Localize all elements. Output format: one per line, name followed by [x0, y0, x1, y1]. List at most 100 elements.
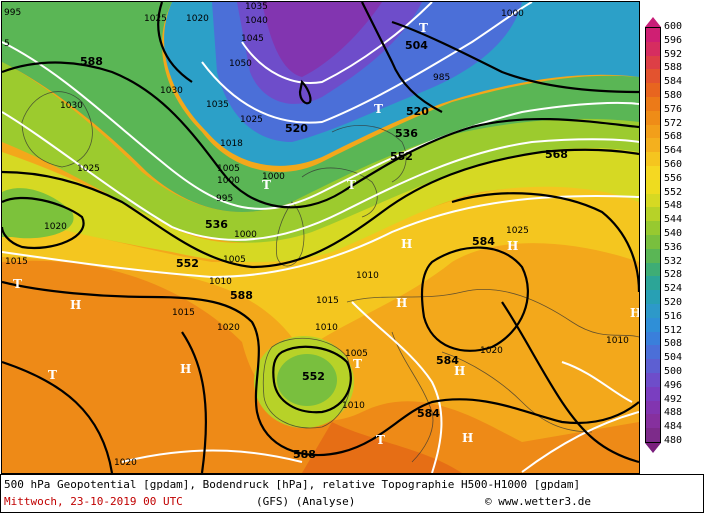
geopotential-label: 520	[406, 105, 429, 118]
legend-color-cell	[646, 124, 660, 139]
pressure-label: 1025	[144, 14, 167, 24]
legend-level-label: 560	[664, 159, 683, 170]
geopotential-label: 588	[230, 289, 253, 302]
legend-level-label: 536	[664, 241, 683, 253]
legend-color-cell	[646, 110, 660, 126]
legend-color-cell	[646, 304, 660, 319]
pressure-label: 995	[4, 8, 22, 18]
caption-description: 500 hPa Geopotential [gpdam], Bodendruck…	[4, 478, 581, 491]
pressure-label: 1010	[606, 336, 629, 346]
high-pressure-symbol: H	[507, 239, 519, 253]
pressure-label: 1010	[356, 271, 379, 281]
cutoff-low-core	[277, 354, 337, 406]
pressure-label: 1000	[501, 9, 524, 19]
low-pressure-symbol: T	[376, 433, 385, 447]
legend-color-cell	[646, 262, 660, 277]
legend-level-label: 524	[664, 283, 683, 295]
thickness-isolines	[2, 2, 639, 473]
low-pressure-symbol: T	[262, 178, 271, 192]
legend-color-cell	[646, 345, 660, 360]
legend-level-label: 500	[664, 366, 683, 377]
high-pressure-symbol: H	[401, 237, 413, 251]
pressure-label: 1005	[345, 349, 368, 359]
legend-color-cell	[646, 373, 660, 388]
legend-level-label: 512	[664, 324, 683, 336]
pressure-label: 1000	[217, 176, 240, 186]
legend-color-cell	[646, 138, 660, 153]
pressure-label: 1020	[44, 222, 67, 232]
pressure-label: 1020	[480, 346, 503, 356]
thickness-band-496	[262, 2, 382, 77]
thickness-band-544	[2, 62, 639, 243]
pressure-label: 1045	[241, 34, 264, 44]
geopotential-label: 584	[417, 407, 440, 420]
map-canvas	[2, 2, 639, 473]
legend-level-label: 504	[664, 352, 683, 364]
pressure-label: 1040	[245, 16, 268, 26]
legend-level-label: 496	[664, 379, 683, 391]
pressure-label: 1015	[316, 296, 339, 306]
coastlines	[21, 91, 639, 463]
geopotential-label: 584	[436, 354, 459, 367]
legend-color-cell	[646, 221, 660, 236]
pressure-label: 1020	[186, 14, 209, 24]
legend-level-label: 540	[664, 228, 683, 239]
legend-color-cell	[646, 83, 660, 98]
geopotential-label: 520	[285, 122, 308, 135]
pressure-label: 1020	[217, 323, 240, 333]
legend-color-cell	[646, 152, 660, 167]
thickness-band-580	[302, 422, 462, 473]
pressure-label: 1018	[220, 139, 243, 149]
geopotential-isolines	[2, 2, 639, 473]
legend-color-cell	[646, 317, 660, 333]
legend-level-label: 568	[664, 131, 683, 143]
geopotential-label: 536	[395, 127, 418, 140]
legend-color-cell	[646, 331, 660, 346]
legend-level-label: 508	[664, 338, 683, 350]
high-pressure-symbol: H	[454, 364, 466, 378]
thickness-band-576	[2, 260, 639, 473]
legend-level-label: 592	[664, 48, 683, 60]
pressure-label: 1000	[234, 230, 257, 240]
legend-level-label: 528	[664, 269, 683, 281]
legend-color-cell	[646, 235, 660, 250]
thickness-band-552	[2, 145, 639, 263]
pressure-label: 1030	[160, 86, 183, 96]
legend-level-label: 552	[664, 186, 683, 198]
high-pressure-symbol: H	[462, 431, 474, 445]
legend-level-label: 544	[664, 214, 683, 226]
geopotential-label: 552	[390, 150, 413, 163]
low-pressure-symbol: T	[347, 178, 356, 192]
thickness-legend	[645, 27, 661, 443]
high-pressure-symbol: H	[396, 296, 408, 310]
legend-color-cell	[646, 55, 660, 70]
pressure-label: 5	[4, 39, 10, 49]
legend-arrow-up-icon	[645, 17, 661, 27]
legend-level-label: 584	[664, 76, 683, 88]
legend-level-label: 488	[664, 407, 683, 419]
geopotential-label: 588	[80, 55, 103, 68]
thickness-band-536	[2, 2, 639, 212]
pressure-label: 1025	[77, 164, 100, 174]
pressure-label: 1030	[60, 101, 83, 111]
low-pressure-symbol: T	[374, 102, 383, 116]
pressure-label: 1005	[223, 255, 246, 265]
legend-color-cell	[646, 276, 660, 291]
caption-credit: © www.wetter3.de	[485, 495, 591, 508]
high-pressure-symbol: H	[180, 362, 192, 376]
pressure-label: 1025	[506, 226, 529, 236]
geopotential-label: 552	[302, 370, 325, 383]
high-pressure-symbol: H	[70, 298, 82, 312]
pressure-label: 1025	[240, 115, 263, 125]
legend-level-label: 548	[664, 200, 683, 212]
legend-level-label: 520	[664, 297, 683, 308]
legend-color-cell	[646, 28, 660, 43]
legend-color-cell	[646, 69, 660, 84]
legend-color-cell	[646, 193, 660, 208]
legend-arrow-down-icon	[645, 443, 661, 453]
low-pressure-symbol: T	[48, 368, 57, 382]
pressure-label: 1035	[245, 2, 268, 12]
pressure-label: 1015	[5, 257, 28, 267]
legend-color-cell	[646, 414, 660, 429]
